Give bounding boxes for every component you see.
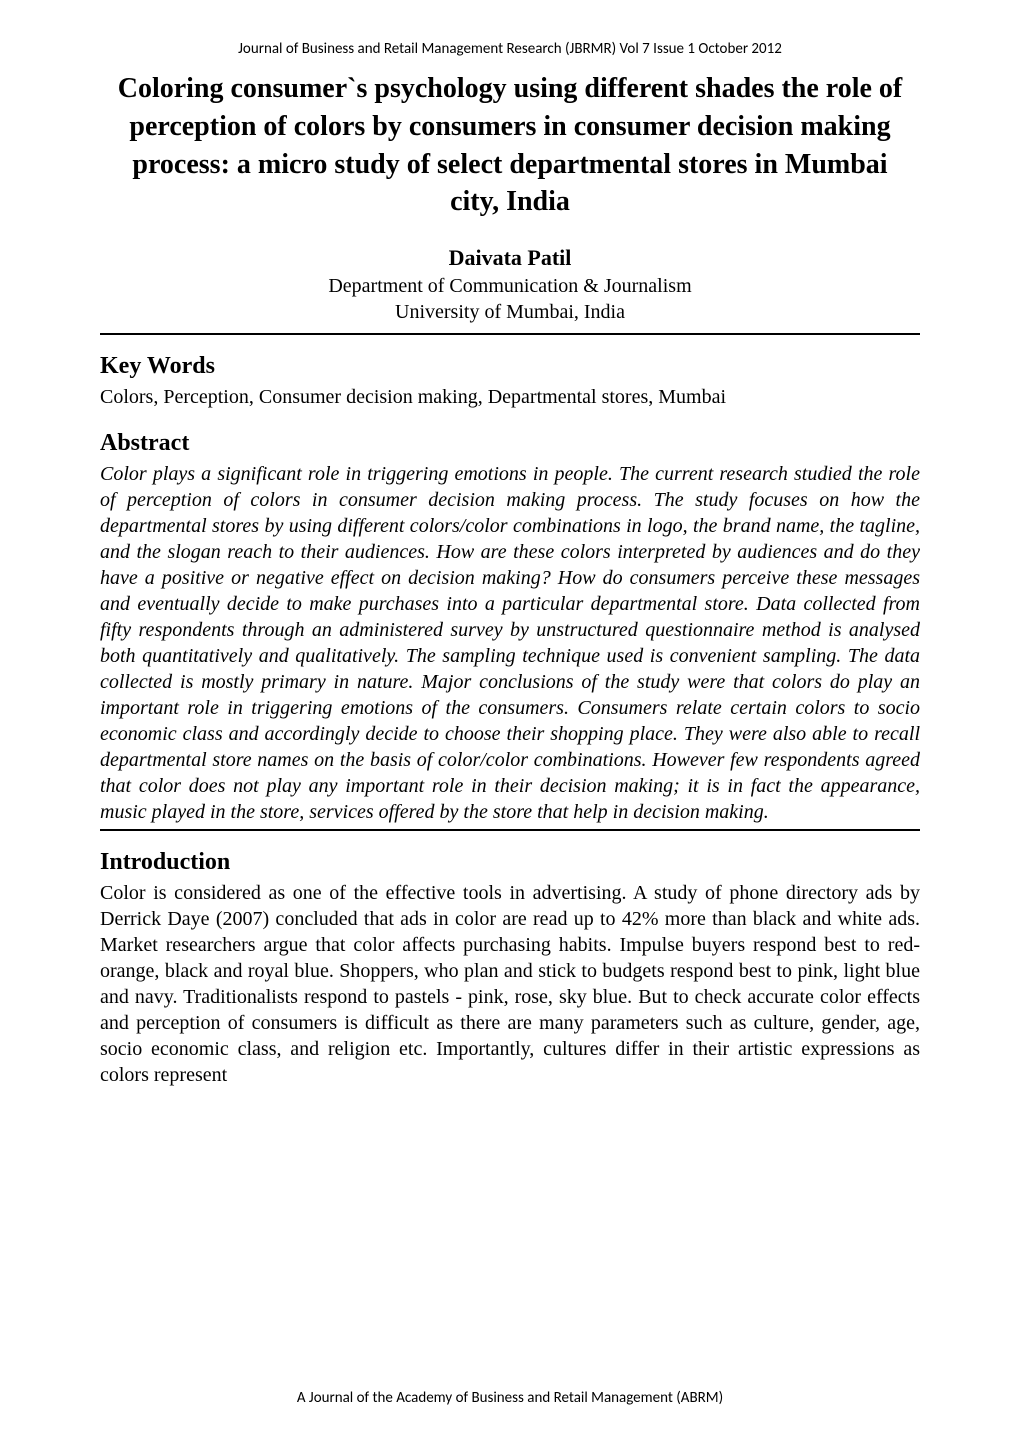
author-name: Daivata Patil: [100, 245, 920, 271]
author-block: Daivata Patil Department of Communicatio…: [100, 245, 920, 325]
abstract-section: Abstract Color plays a significant role …: [100, 430, 920, 825]
journal-header: Journal of Business and Retail Managemen…: [100, 40, 920, 58]
keywords-heading: Key Words: [100, 353, 920, 380]
abstract-text: Color plays a significant role in trigge…: [100, 461, 920, 825]
introduction-text: Color is considered as one of the effect…: [100, 880, 920, 1088]
introduction-heading: Introduction: [100, 849, 920, 876]
paper-title: Coloring consumer`s psychology using dif…: [110, 70, 910, 221]
author-department: Department of Communication & Journalism: [100, 273, 920, 299]
page-container: Journal of Business and Retail Managemen…: [0, 0, 1020, 1443]
page-footer: A Journal of the Academy of Business and…: [0, 1389, 1020, 1407]
introduction-section: Introduction Color is considered as one …: [100, 849, 920, 1088]
author-university: University of Mumbai, India: [100, 299, 920, 325]
abstract-heading: Abstract: [100, 430, 920, 457]
horizontal-rule: [100, 333, 920, 335]
horizontal-rule: [100, 829, 920, 831]
keywords-section: Key Words Colors, Perception, Consumer d…: [100, 353, 920, 410]
keywords-text: Colors, Perception, Consumer decision ma…: [100, 384, 920, 410]
